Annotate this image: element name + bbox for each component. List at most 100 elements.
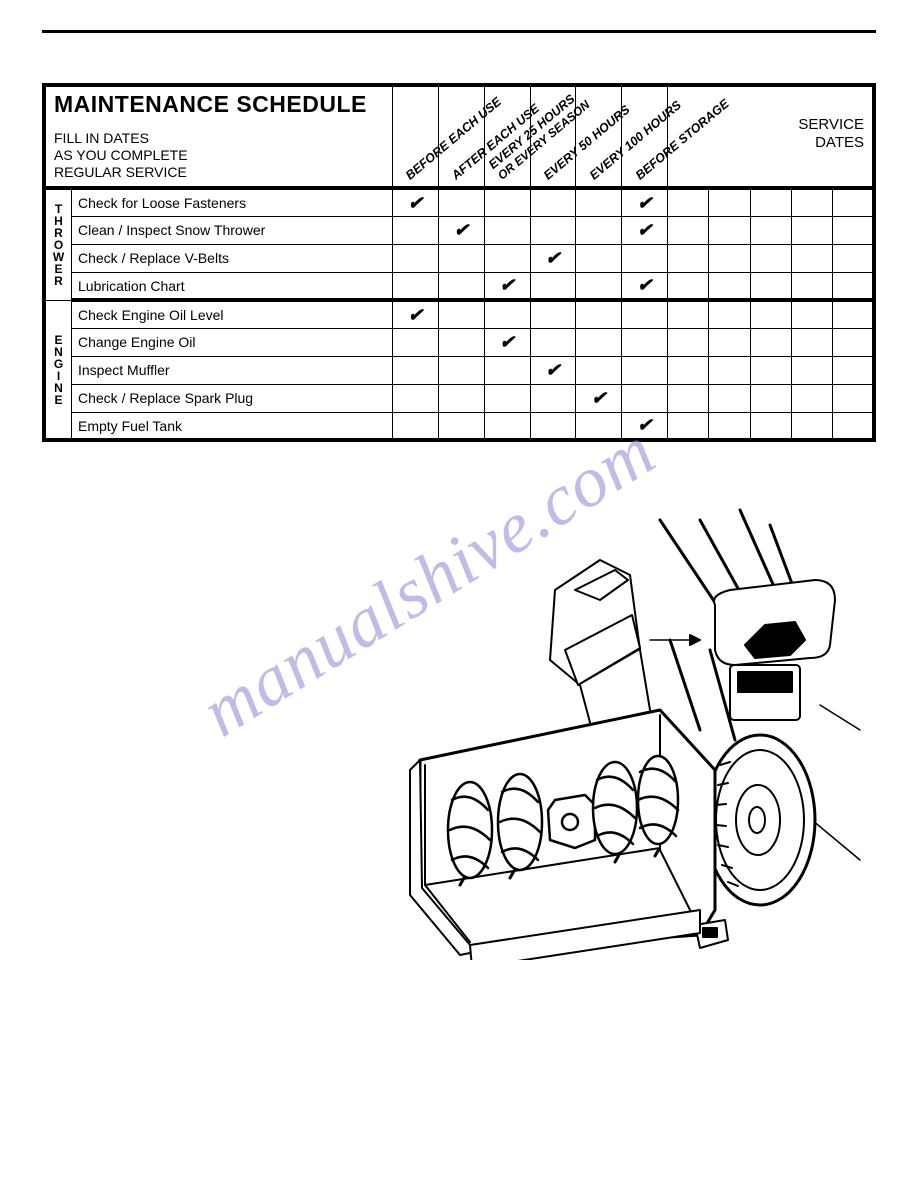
service-dates-header: SERVICE DATES — [668, 85, 874, 188]
date-cell[interactable] — [668, 384, 709, 412]
check-cell — [530, 328, 576, 356]
check-cell: ✔ — [576, 384, 622, 412]
date-cell[interactable] — [668, 356, 709, 384]
check-cell — [438, 328, 484, 356]
snow-thrower-illustration — [400, 490, 870, 960]
date-cell[interactable] — [791, 244, 832, 272]
check-cell — [438, 384, 484, 412]
date-cell[interactable] — [750, 328, 791, 356]
date-cell[interactable] — [668, 300, 709, 328]
date-cell[interactable] — [709, 188, 750, 216]
table-row: Check / Replace Spark Plug ✔ — [44, 384, 874, 412]
check-cell: ✔ — [622, 412, 668, 440]
date-cell[interactable] — [668, 272, 709, 300]
check-cell — [392, 272, 438, 300]
check-cell — [530, 412, 576, 440]
interval-header: BEFORE STORAGE — [622, 85, 668, 188]
check-cell — [484, 244, 530, 272]
task-cell: Check / Replace Spark Plug — [72, 384, 393, 412]
date-cell[interactable] — [833, 244, 874, 272]
check-cell — [438, 188, 484, 216]
date-cell[interactable] — [791, 300, 832, 328]
check-cell — [576, 356, 622, 384]
date-cell[interactable] — [833, 272, 874, 300]
date-cell[interactable] — [709, 412, 750, 440]
date-cell[interactable] — [833, 300, 874, 328]
check-cell — [484, 188, 530, 216]
check-cell — [438, 272, 484, 300]
maintenance-schedule-table: MAINTENANCE SCHEDULE FILL IN DATES AS YO… — [42, 83, 876, 442]
check-cell — [484, 384, 530, 412]
date-cell[interactable] — [791, 188, 832, 216]
date-cell[interactable] — [709, 384, 750, 412]
table-row: Change Engine Oil ✔ — [44, 328, 874, 356]
date-cell[interactable] — [791, 272, 832, 300]
date-cell[interactable] — [791, 216, 832, 244]
table-row: Empty Fuel Tank ✔ — [44, 412, 874, 440]
date-cell[interactable] — [668, 412, 709, 440]
check-cell — [530, 272, 576, 300]
date-cell[interactable] — [709, 272, 750, 300]
check-cell: ✔ — [622, 216, 668, 244]
table-row: Inspect Muffler ✔ — [44, 356, 874, 384]
interval-header: EVERY 100 HOURS — [576, 85, 622, 188]
table-row: E N G I N E Check Engine Oil Level ✔ — [44, 300, 874, 328]
check-cell — [438, 356, 484, 384]
date-cell[interactable] — [668, 244, 709, 272]
table-row: Clean / Inspect Snow Thrower ✔ ✔ — [44, 216, 874, 244]
date-cell[interactable] — [668, 216, 709, 244]
date-cell[interactable] — [668, 188, 709, 216]
check-cell: ✔ — [530, 244, 576, 272]
date-cell[interactable] — [750, 188, 791, 216]
check-cell — [484, 356, 530, 384]
date-cell[interactable] — [791, 328, 832, 356]
date-cell[interactable] — [750, 300, 791, 328]
date-cell[interactable] — [833, 328, 874, 356]
check-cell — [622, 384, 668, 412]
check-cell — [576, 412, 622, 440]
date-cell[interactable] — [791, 384, 832, 412]
interval-header: AFTER EACH USE — [438, 85, 484, 188]
check-cell — [438, 412, 484, 440]
check-cell — [392, 216, 438, 244]
date-cell[interactable] — [833, 412, 874, 440]
table-row: Lubrication Chart ✔ ✔ — [44, 272, 874, 300]
check-cell — [576, 272, 622, 300]
task-cell: Check for Loose Fasteners — [72, 188, 393, 216]
snow-thrower-icon — [400, 490, 870, 960]
date-cell[interactable] — [750, 216, 791, 244]
check-cell — [438, 300, 484, 328]
check-cell — [530, 300, 576, 328]
date-cell[interactable] — [709, 216, 750, 244]
date-cell[interactable] — [750, 356, 791, 384]
schedule-subtitle: FILL IN DATES AS YOU COMPLETE REGULAR SE… — [54, 130, 384, 180]
check-cell — [622, 244, 668, 272]
check-cell — [392, 384, 438, 412]
date-cell[interactable] — [833, 216, 874, 244]
date-cell[interactable] — [750, 272, 791, 300]
date-cell[interactable] — [709, 244, 750, 272]
date-cell[interactable] — [833, 188, 874, 216]
check-cell: ✔ — [438, 216, 484, 244]
check-cell — [392, 244, 438, 272]
check-cell — [530, 216, 576, 244]
date-cell[interactable] — [750, 384, 791, 412]
check-cell — [392, 412, 438, 440]
date-cell[interactable] — [668, 328, 709, 356]
date-cell[interactable] — [791, 356, 832, 384]
date-cell[interactable] — [709, 328, 750, 356]
date-cell[interactable] — [833, 356, 874, 384]
date-cell[interactable] — [709, 356, 750, 384]
table-row: Check / Replace V-Belts ✔ — [44, 244, 874, 272]
check-cell — [438, 244, 484, 272]
date-cell[interactable] — [750, 244, 791, 272]
date-cell[interactable] — [750, 412, 791, 440]
check-cell: ✔ — [392, 188, 438, 216]
check-cell — [530, 188, 576, 216]
interval-header: BEFORE EACH USE — [392, 85, 438, 188]
date-cell[interactable] — [833, 384, 874, 412]
date-cell[interactable] — [791, 412, 832, 440]
date-cell[interactable] — [709, 300, 750, 328]
check-cell — [484, 216, 530, 244]
check-cell — [484, 300, 530, 328]
